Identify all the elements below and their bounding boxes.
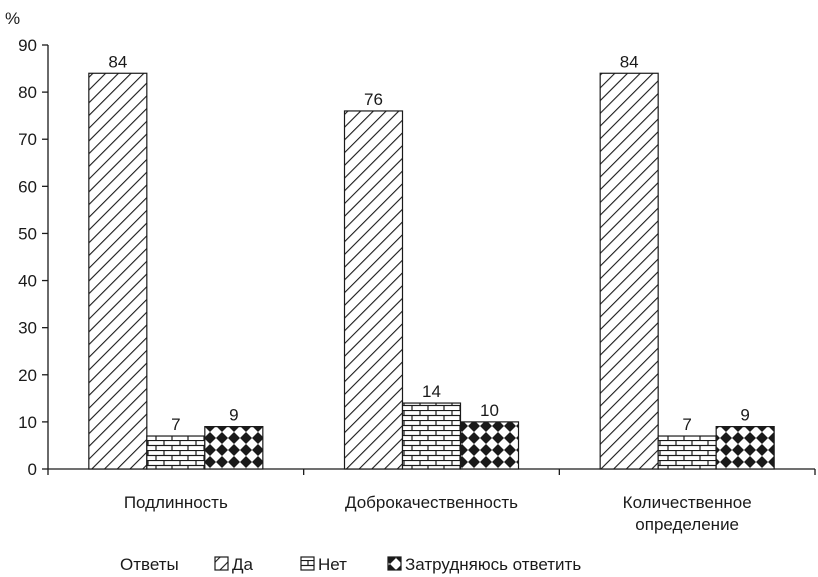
- y-tick-label: 20: [18, 366, 37, 385]
- bar-value-label: 14: [422, 382, 441, 401]
- bar-diagonal: [343, 110, 404, 470]
- bar-value-label: 10: [480, 401, 499, 420]
- value-label-group: 84 7 9 76 14 10 84 7 9: [108, 52, 750, 434]
- bar-checker: [459, 421, 520, 470]
- bar-value-label: 76: [364, 90, 383, 109]
- bar-brick: [657, 435, 717, 470]
- legend-title: Ответы: [120, 555, 179, 574]
- bar-diagonal: [599, 72, 659, 470]
- legend-swatch-diagonal: [214, 556, 229, 571]
- y-tick-label: 0: [28, 460, 37, 479]
- legend-swatch-brick: [300, 556, 315, 571]
- bar-diagonal: [88, 72, 148, 470]
- y-tick-label: 50: [18, 224, 37, 243]
- bar-brick: [401, 402, 462, 470]
- y-tick-label: 30: [18, 319, 37, 338]
- category-label-line: Подлинность: [124, 493, 228, 512]
- bar-value-label: 9: [229, 406, 238, 425]
- bar-value-label: 7: [171, 415, 180, 434]
- category-label-line: Доброкачественность: [345, 493, 518, 512]
- bar-checker: [204, 426, 264, 470]
- category-label-line: Количественное: [623, 493, 752, 512]
- category-label: Подлинность: [124, 493, 228, 512]
- category-label: Доброкачественность: [345, 493, 518, 512]
- legend-swatch-checker: [387, 556, 402, 571]
- bar-value-label: 84: [620, 52, 639, 71]
- y-tick-label: 80: [18, 83, 37, 102]
- bar-series-group: [88, 72, 775, 470]
- category-label-group: Подлинность Доброкачественность Количестве…: [124, 493, 752, 534]
- bar-checker: [715, 426, 775, 470]
- y-tick-label: 60: [18, 177, 37, 196]
- bar-value-label: 84: [108, 52, 127, 71]
- x-axis: [47, 468, 816, 475]
- bar-value-label: 9: [740, 406, 749, 425]
- legend-entry-label: Затрудняюсь ответить: [405, 555, 581, 574]
- category-label: Количественное определение: [623, 493, 752, 534]
- legend-entry-label: Нет: [318, 555, 347, 574]
- y-axis-unit-label: %: [5, 9, 20, 28]
- y-tick-label: 70: [18, 130, 37, 149]
- legend-entry-label: Да: [232, 555, 254, 574]
- y-axis: 0 10 20 30 40 50 60 70 80 90: [18, 36, 49, 479]
- legend: Ответы Да Нет Затрудняюсь ответить: [120, 555, 581, 574]
- y-tick-label: 90: [18, 36, 37, 55]
- bar-value-label: 7: [682, 415, 691, 434]
- y-tick-label: 40: [18, 272, 37, 291]
- category-label-line: определение: [635, 515, 739, 534]
- bar-brick: [146, 435, 206, 470]
- y-tick-label: 10: [18, 413, 37, 432]
